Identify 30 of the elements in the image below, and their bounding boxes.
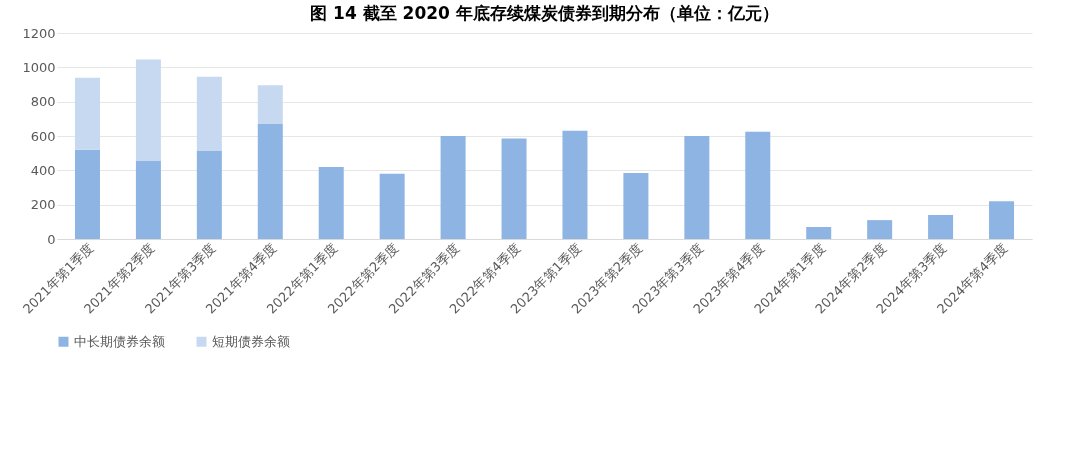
chart-title: 图 14 截至 2020 年底存续煤炭债券到期分布（单位：亿元） — [310, 3, 779, 23]
bar — [74, 149, 100, 239]
bar — [135, 59, 161, 161]
y-tick-label: 0 — [47, 231, 56, 247]
y-tick-label: 1000 — [22, 59, 56, 75]
y-tick-label: 400 — [30, 162, 56, 178]
bar — [989, 201, 1015, 239]
y-tick-label: 600 — [30, 128, 56, 144]
legend-label: 短期债券余额 — [212, 333, 290, 349]
bar — [196, 150, 222, 239]
bar — [257, 123, 283, 239]
bar — [867, 220, 893, 239]
bar — [684, 136, 710, 239]
bar — [196, 76, 222, 151]
bar — [74, 77, 100, 150]
bar — [379, 173, 405, 239]
bar — [257, 85, 283, 124]
bar — [928, 214, 954, 239]
bar — [623, 172, 649, 239]
bar — [745, 131, 771, 239]
bar — [440, 136, 466, 239]
y-tick-label: 200 — [30, 197, 56, 213]
y-tick-label: 1200 — [22, 25, 56, 41]
bar — [806, 226, 832, 239]
y-tick-label: 800 — [30, 94, 56, 110]
bar — [501, 138, 527, 239]
bar — [562, 130, 588, 239]
bar — [135, 160, 161, 239]
bar — [318, 166, 344, 239]
legend-label: 中长期债券余额 — [74, 333, 165, 349]
